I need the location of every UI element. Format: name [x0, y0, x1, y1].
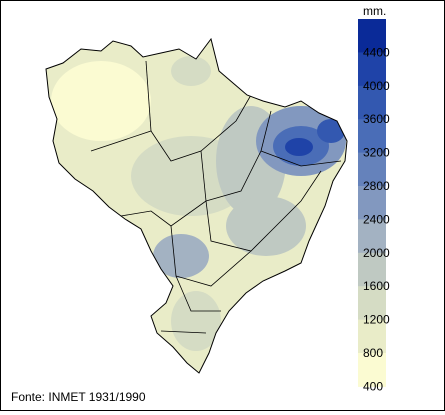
- legend-swatch: [358, 19, 386, 53]
- legend-label: 2000: [363, 246, 390, 260]
- legend-swatch: [358, 219, 386, 254]
- legend-label: 3200: [363, 146, 390, 160]
- state-borders: [90, 60, 342, 334]
- legend-label: 4400: [363, 45, 390, 59]
- legend-label: 800: [363, 346, 383, 360]
- legend-swatch: [358, 85, 386, 120]
- legend-swatch: [358, 353, 386, 387]
- legend-swatch: [358, 186, 386, 220]
- source-note: Fonte: INMET 1931/1990: [11, 390, 146, 404]
- legend-label: 3600: [363, 112, 390, 126]
- legend-swatch: [358, 319, 386, 354]
- legend: 4400 4000 3600 3200 2800 2400 2000 1600 1200 800 4…: [358, 19, 390, 393]
- legend-label: 1200: [363, 313, 390, 327]
- legend-swatch: [358, 52, 386, 87]
- legend-swatch: [358, 286, 386, 321]
- legend-label: 1600: [363, 279, 390, 293]
- legend-swatch: [358, 252, 386, 287]
- legend-label: 4000: [363, 79, 390, 93]
- legend-label: 400: [363, 379, 383, 393]
- legend-swatch: [358, 152, 386, 187]
- legend-label: 2400: [363, 212, 390, 226]
- legend-unit: mm.: [363, 4, 386, 18]
- legend-swatch: [358, 119, 386, 154]
- legend-label: 2800: [363, 179, 390, 193]
